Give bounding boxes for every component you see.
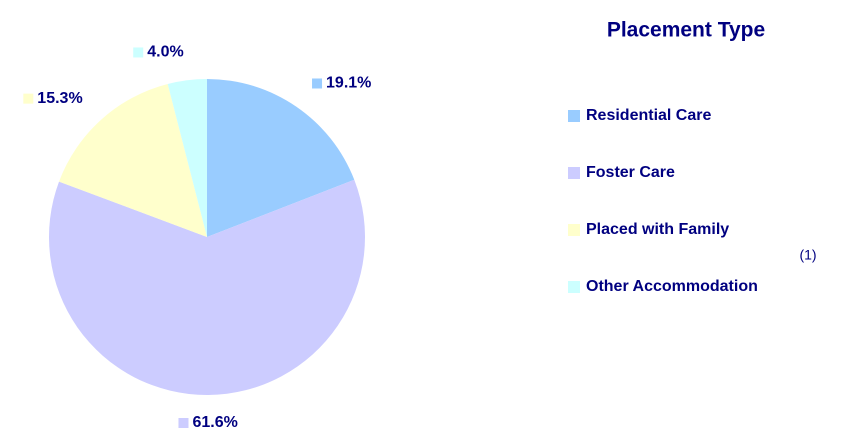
legend-label: Placed with Family <box>586 221 729 238</box>
data-label: 19.1% <box>326 75 371 92</box>
legend-label: Residential Care <box>586 107 711 124</box>
data-label: 61.6% <box>192 414 237 431</box>
data-label: 4.0% <box>147 44 183 61</box>
legend-swatch <box>568 110 580 122</box>
label-swatch <box>178 417 189 428</box>
legend-swatch <box>568 167 580 179</box>
pie-slice <box>167 79 207 237</box>
legend-swatch <box>568 224 580 236</box>
chart-title: Placement Type <box>607 19 765 42</box>
pie-slice <box>48 179 366 396</box>
label-swatch <box>23 93 34 104</box>
pie-slice <box>59 83 208 237</box>
legend-label: Foster Care <box>586 164 675 181</box>
legend-label: Other Accommodation <box>586 278 758 295</box>
pie-slice <box>207 79 355 237</box>
label-swatch <box>133 47 144 58</box>
annotation: (1) <box>799 247 816 263</box>
label-swatch <box>312 78 323 89</box>
legend-swatch <box>568 281 580 293</box>
data-label: 15.3% <box>37 90 82 107</box>
